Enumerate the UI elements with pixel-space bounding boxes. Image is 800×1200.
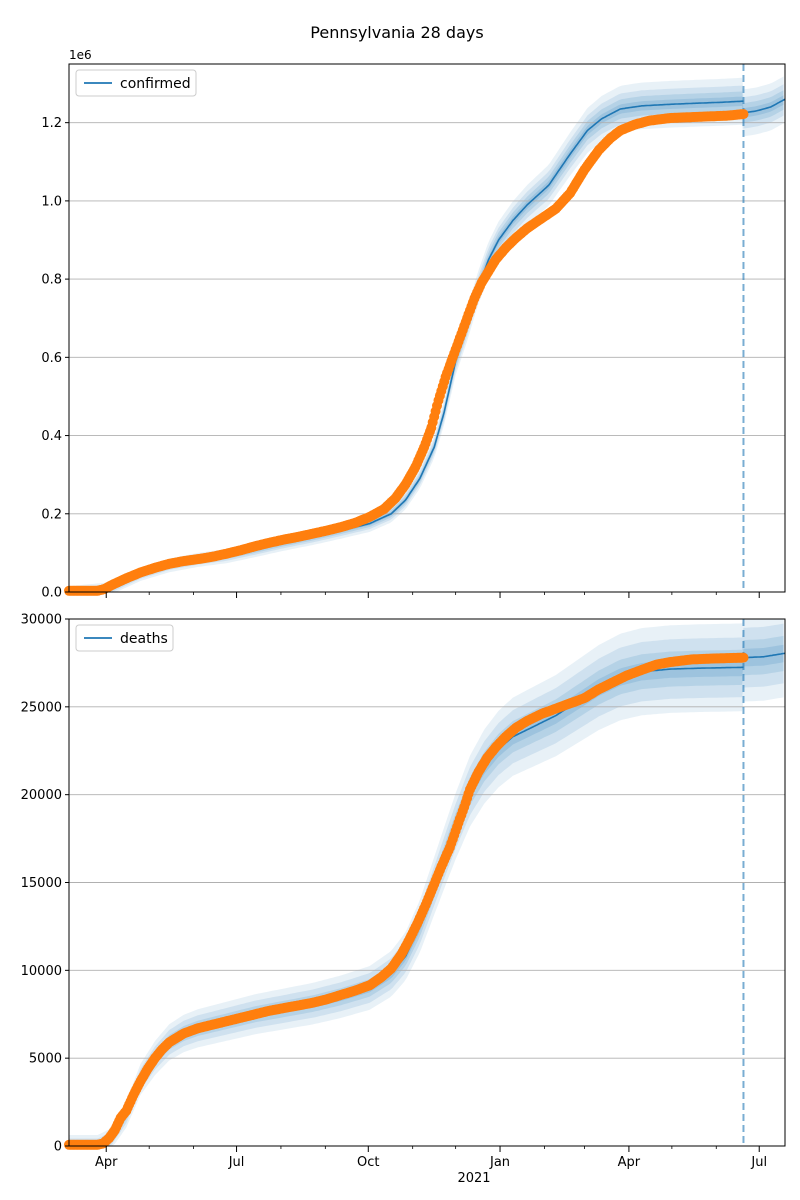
deaths-forecast-line: [743, 652, 786, 659]
confirmed-panel: 0.0 0.2 0.4 0.6 0.8 1.0 1.2 1e6 confirmed: [41, 48, 786, 601]
confirmed-axes-frame: [68, 63, 786, 593]
confirmed-gridlines: [69, 122, 785, 515]
xtick-label: Oct: [357, 1155, 379, 1170]
xtick-label: Jul: [750, 1155, 767, 1170]
confirmed-offset-label: 1e6: [69, 48, 92, 62]
confirmed-y-axis: 0.0 0.2 0.4 0.6 0.8 1.0 1.2: [41, 116, 69, 601]
confirmed-legend-label: confirmed: [120, 76, 191, 92]
deaths-ytick-label: 25000: [21, 700, 62, 715]
deaths-legend-box: [75, 624, 174, 652]
confirmed-legend: confirmed: [75, 69, 197, 97]
figure-title: Pennsylvania 28 days: [310, 23, 483, 42]
confirmed-band-2: [69, 90, 784, 592]
confirmed-band-0: [69, 76, 784, 592]
xtick-label: Apr: [95, 1155, 118, 1170]
deaths-x-axis: Apr Jul Oct Jan Apr Jul: [95, 1146, 767, 1170]
confirmed-ytick-label: 1.0: [41, 194, 62, 209]
deaths-panel: 0 5000 10000 15000 20000 25000 30000 Apr Jul Oct…: [21, 613, 786, 1170]
confirmed-legend-box: [75, 69, 197, 97]
confirmed-band-3: [69, 95, 784, 593]
confirmed-ytick-label: 0.2: [41, 507, 62, 522]
xtick-label: Jul: [228, 1155, 245, 1170]
deaths-ytick-label: 5000: [29, 1052, 62, 1067]
deaths-gridlines: [69, 706, 785, 1059]
confirmed-band-1: [69, 84, 784, 593]
confirmed-forecast-line: [743, 98, 786, 114]
confirmed-ytick-label: 0.0: [41, 586, 62, 601]
confirmed-ytick-label: 0.6: [41, 351, 62, 366]
confirmed-observed-point: [738, 109, 749, 120]
deaths-ytick-label: 30000: [21, 613, 62, 628]
x-axis-year-label: 2021: [457, 1171, 490, 1186]
confirmed-ytick-label: 0.4: [41, 429, 62, 444]
deaths-observed-point: [738, 652, 749, 663]
confirmed-observed-points: [64, 109, 749, 596]
xtick-label: Jan: [489, 1155, 510, 1170]
deaths-ytick-label: 10000: [21, 964, 62, 979]
deaths-legend-label: deaths: [120, 631, 168, 647]
deaths-legend: deaths: [75, 624, 174, 652]
deaths-model-line: [69, 666, 744, 1147]
xtick-label: Apr: [618, 1155, 641, 1170]
confirmed-ytick-label: 0.8: [41, 273, 62, 288]
confirmed-model-line: [68, 100, 744, 593]
confirmed-uncertainty-bands: [69, 76, 784, 593]
deaths-y-axis: 0 5000 10000 15000 20000 25000 30000: [21, 613, 69, 1155]
confirmed-x-axis: [105, 592, 760, 598]
deaths-ytick-label: 0: [54, 1140, 62, 1155]
deaths-observed-points: [64, 652, 749, 1150]
deaths-ytick-label: 15000: [21, 876, 62, 891]
deaths-ytick-label: 20000: [21, 788, 62, 803]
confirmed-ytick-label: 1.2: [41, 116, 62, 131]
